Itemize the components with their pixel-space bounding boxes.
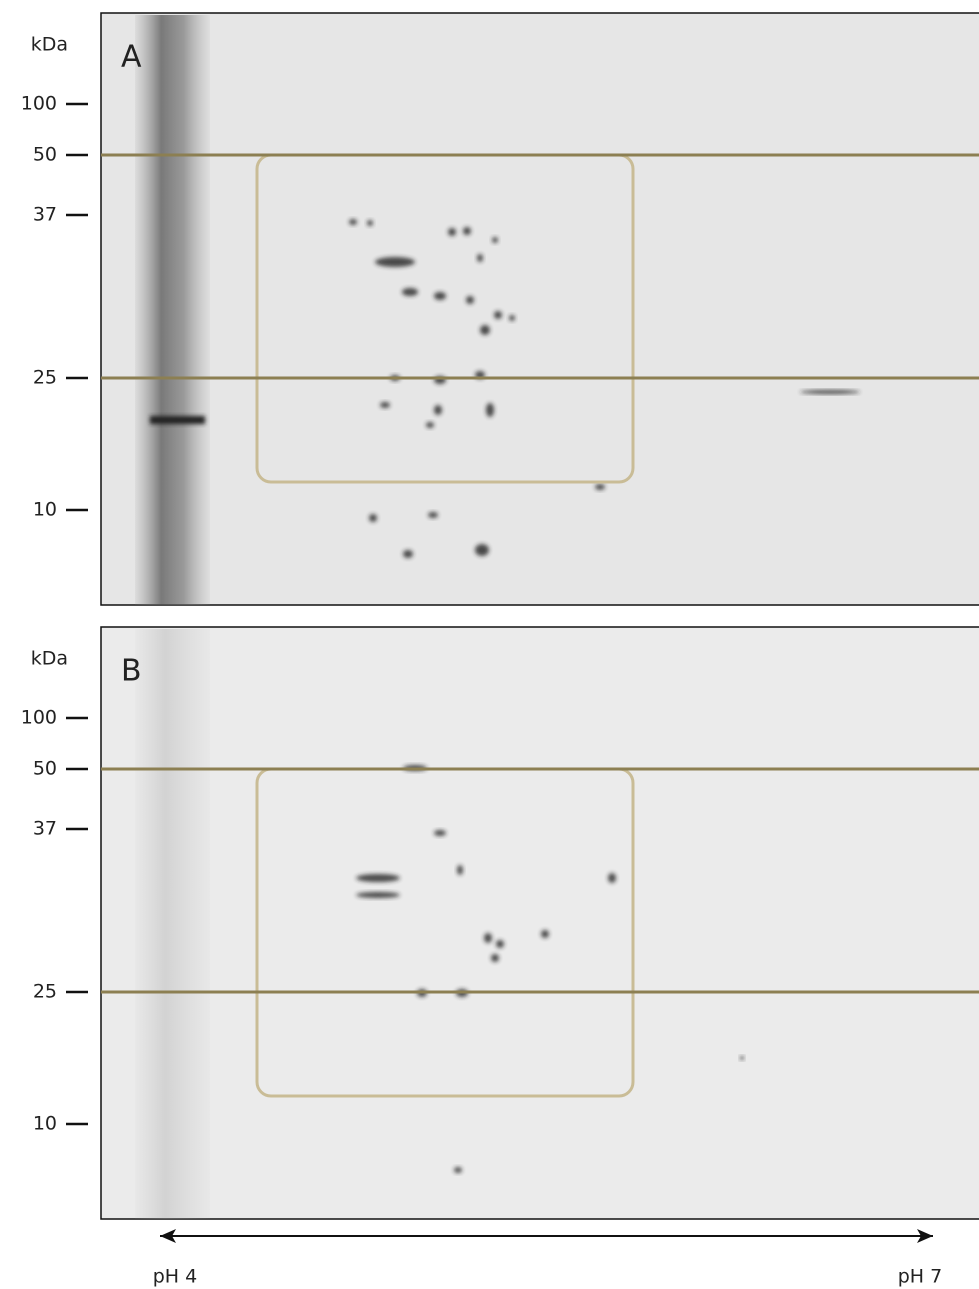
spot (494, 311, 502, 319)
spot (740, 1056, 744, 1060)
gel (100, 626, 979, 1220)
marker-label: 100 (21, 707, 57, 729)
spot (463, 227, 471, 235)
lane-smear (135, 15, 210, 605)
spot (356, 874, 400, 882)
spot (541, 930, 549, 938)
marker-label: 50 (33, 758, 57, 780)
marker-label: 37 (33, 818, 57, 840)
spot (496, 940, 504, 948)
marker-label: 50 (33, 144, 57, 166)
spot (402, 288, 418, 296)
panel-label: B (121, 654, 142, 689)
spot (426, 422, 434, 428)
spot (484, 933, 492, 943)
spot (349, 219, 357, 225)
spot (434, 830, 446, 836)
spot (448, 228, 456, 236)
spot (480, 325, 490, 335)
spot (375, 257, 415, 267)
marker-label: 25 (33, 981, 57, 1003)
spot (477, 254, 483, 262)
marker-label: 10 (33, 1113, 57, 1135)
ph-left: pH 4 (153, 1266, 197, 1288)
unit-label: kDa (31, 34, 68, 56)
spot (369, 514, 377, 522)
spot (595, 484, 605, 490)
spot (380, 402, 390, 408)
marker-label: 100 (21, 93, 57, 115)
spot (475, 544, 489, 556)
spot (466, 296, 474, 304)
spot (509, 315, 515, 321)
panel-label: A (121, 40, 142, 75)
spot (486, 403, 494, 417)
spot (457, 865, 463, 875)
ph-right: pH 7 (898, 1266, 942, 1288)
unit-label: kDa (31, 648, 68, 670)
spot (491, 954, 499, 962)
spot (428, 512, 438, 518)
marker-label: 10 (33, 499, 57, 521)
spot (367, 220, 373, 226)
spot (608, 873, 616, 883)
spot (356, 892, 400, 898)
spot (492, 237, 498, 243)
spot (434, 292, 446, 300)
marker-label: 37 (33, 204, 57, 226)
gel (100, 12, 979, 606)
lane-smear (135, 629, 210, 1219)
spot (454, 1167, 462, 1173)
spot (800, 390, 860, 394)
band (150, 416, 205, 424)
spot (434, 405, 442, 415)
spot (403, 550, 413, 558)
marker-label: 25 (33, 367, 57, 389)
